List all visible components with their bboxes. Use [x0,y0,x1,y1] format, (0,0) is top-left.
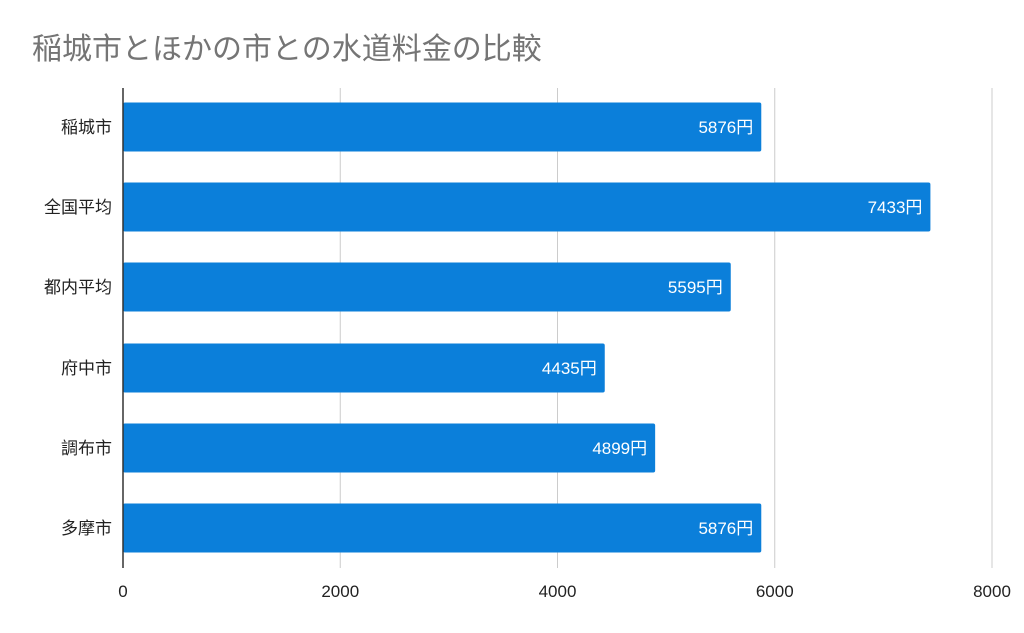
bar [123,262,731,312]
x-tick-label: 4000 [539,582,577,601]
data-label: 4435円 [542,359,597,378]
data-label: 4899円 [592,439,647,458]
bar [123,102,762,152]
bar [123,182,931,232]
bar [123,343,605,393]
category-label: 稲城市 [61,118,112,137]
category-label: 府中市 [61,359,112,378]
data-label: 5876円 [698,118,753,137]
bar [123,503,762,553]
category-label: 多摩市 [61,519,112,538]
x-tick-label: 8000 [973,582,1011,601]
category-label: 全国平均 [44,198,112,217]
data-label: 7433円 [868,198,923,217]
bar [123,423,656,473]
data-label: 5876円 [698,519,753,538]
chart-title: 稲城市とほかの市との水道料金の比較 [32,33,542,66]
x-tick-label: 0 [118,582,127,601]
x-tick-label: 2000 [321,582,359,601]
category-label: 都内平均 [44,278,112,297]
data-label: 5595円 [668,278,723,297]
x-tick-label: 6000 [756,582,794,601]
category-label: 調布市 [61,439,112,458]
